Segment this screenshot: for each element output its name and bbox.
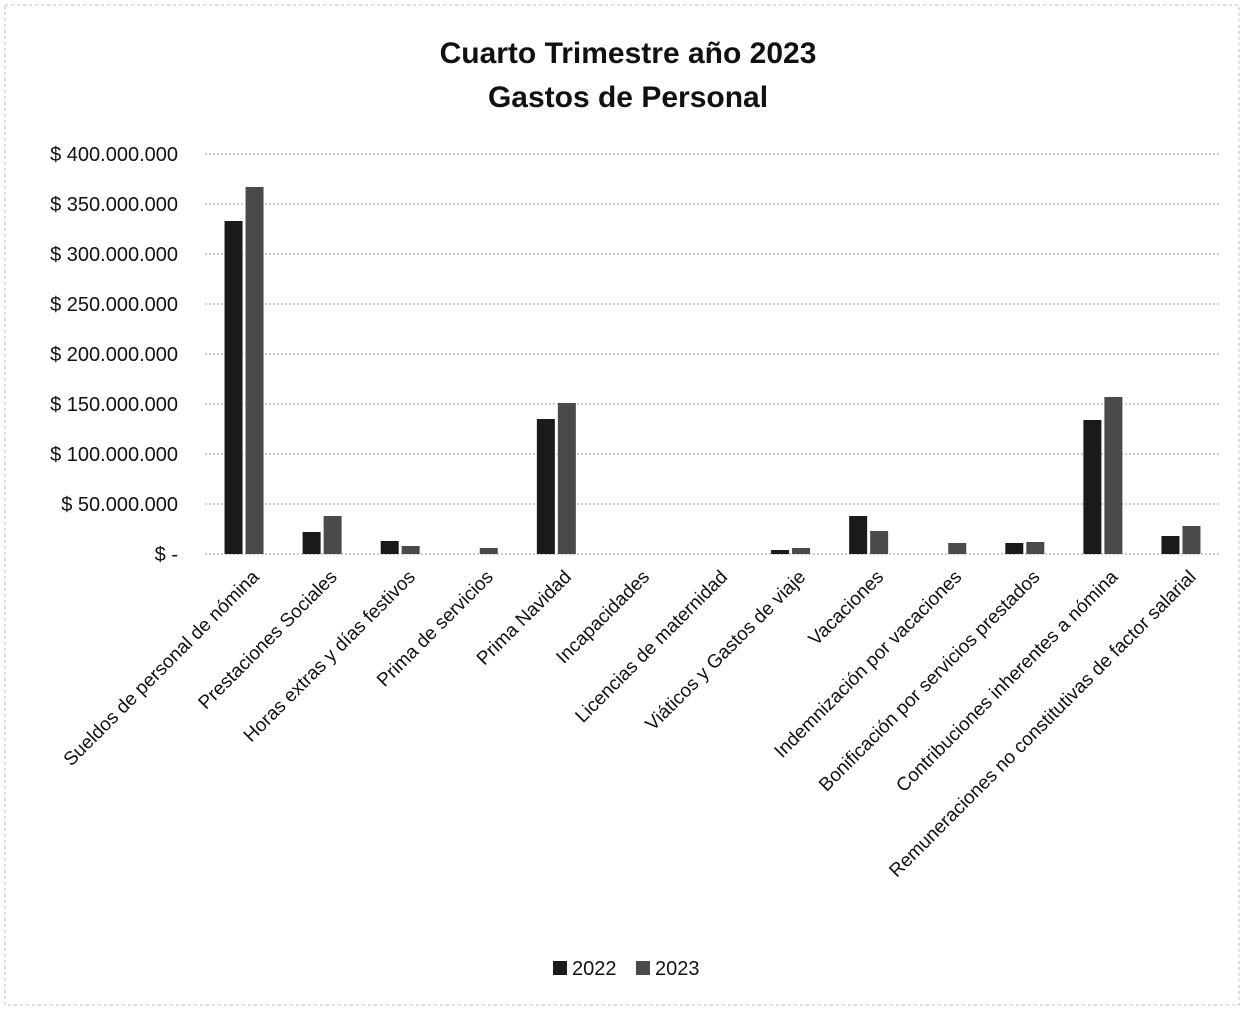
- x-tick-label: Vacaciones: [805, 567, 888, 650]
- x-tick-label: Viáticos y Gastos de viaje: [642, 567, 810, 735]
- legend-label-2023: 2023: [655, 958, 700, 980]
- bar-2023-10: [948, 543, 967, 554]
- y-tick-label: $ 50.000.000: [61, 494, 178, 516]
- bar-2022-12: [1083, 420, 1102, 554]
- x-axis-tick-labels: Sueldos de personal de nóminaPrestacione…: [60, 566, 1201, 881]
- legend-label-2022: 2022: [572, 958, 617, 980]
- bar-2022-9: [849, 516, 868, 554]
- y-tick-label: $ 250.000.000: [50, 294, 178, 316]
- chart-title-line-2: Gastos de Personal: [488, 81, 768, 114]
- legend-swatch-2022: [553, 961, 567, 975]
- x-tick-label: Licencias de maternidad: [572, 567, 732, 727]
- bar-2023-4: [479, 548, 498, 554]
- bar-2023-12: [1104, 397, 1123, 554]
- bar-2022-2: [302, 532, 321, 554]
- bar-2023-5: [557, 403, 576, 554]
- bar-2022-5: [536, 419, 555, 554]
- x-tick-label: Prestaciones Sociales: [195, 567, 342, 714]
- gridlines: [205, 153, 1220, 555]
- bar-2023-3: [401, 546, 420, 554]
- y-tick-label: $ 300.000.000: [50, 244, 178, 266]
- bar-2022-13: [1161, 536, 1180, 554]
- legend: 2022 2023: [553, 958, 700, 980]
- bar-2022-8: [771, 550, 790, 554]
- bar-2023-9: [870, 531, 889, 554]
- bar-2022-1: [224, 221, 243, 554]
- chart-title-line-1: Cuarto Trimestre año 2023: [440, 37, 817, 70]
- y-tick-label: $ 200.000.000: [50, 344, 178, 366]
- chart-frame: [4, 4, 1240, 1006]
- y-tick-label: $ 150.000.000: [50, 394, 178, 416]
- legend-swatch-2023: [636, 961, 650, 975]
- y-axis-tick-labels: $ - $ 50.000.000 $ 100.000.000 $ 150.000.00…: [50, 144, 178, 566]
- y-tick-label: $ 400.000.000: [50, 144, 178, 166]
- y-tick-label: $ -: [155, 544, 178, 566]
- bar-2023-8: [792, 548, 811, 554]
- bar-2023-11: [1026, 542, 1045, 554]
- bar-2023-1: [245, 187, 264, 554]
- bar-2022-11: [1005, 543, 1024, 554]
- bar-2022-3: [380, 541, 399, 554]
- y-tick-label: $ 350.000.000: [50, 194, 178, 216]
- bars: [224, 187, 1201, 554]
- bar-2023-13: [1182, 526, 1201, 554]
- bar-2023-2: [323, 516, 342, 554]
- y-tick-label: $ 100.000.000: [50, 444, 178, 466]
